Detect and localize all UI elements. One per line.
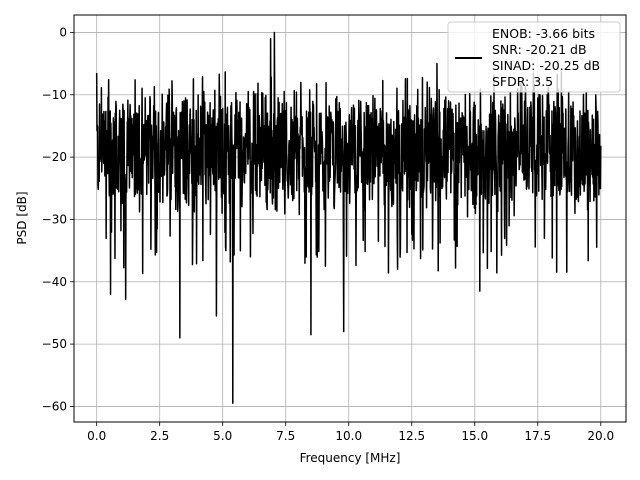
legend: ENOB: -3.66 bits SNR: -20.21 dB SINAD: -… <box>447 21 621 93</box>
legend-enob: ENOB: -3.66 bits <box>492 26 595 41</box>
legend-sinad: SINAD: -20.25 dB <box>492 58 600 73</box>
x-tick-label: 12.5 <box>398 429 425 443</box>
x-axis-ticks: 0.0 2.5 5.0 7.5 10.0 12.5 15.0 17.5 20.0 <box>87 422 614 443</box>
y-tick-label: 0 <box>59 25 67 39</box>
psd-series-line <box>95 31 602 405</box>
legend-snr: SNR: -20.21 dB <box>492 42 587 57</box>
y-tick-label: −60 <box>42 399 67 413</box>
x-tick-label: 17.5 <box>524 429 551 443</box>
y-tick-label: −10 <box>42 88 67 102</box>
legend-box <box>447 21 621 93</box>
y-tick-label: −40 <box>42 275 67 289</box>
x-tick-label: 15.0 <box>461 429 488 443</box>
plot-frame <box>73 14 627 423</box>
x-tick-label: 7.5 <box>276 429 295 443</box>
x-tick-label: 0.0 <box>87 429 106 443</box>
legend-sfdr: SFDR: 3.5 <box>492 74 553 89</box>
y-tick-label: −30 <box>42 212 67 226</box>
x-tick-label: 20.0 <box>587 429 614 443</box>
x-tick-label: 10.0 <box>335 429 362 443</box>
y-tick-label: −20 <box>42 150 67 164</box>
x-tick-label: 2.5 <box>150 429 169 443</box>
y-axis-ticks: 0 −10 −20 −30 −40 −50 −60 <box>42 25 74 413</box>
x-tick-label: 5.0 <box>213 429 232 443</box>
x-axis-label: Frequency [MHz] <box>300 451 401 465</box>
y-tick-label: −50 <box>42 337 67 351</box>
y-axis-label: PSD [dB] <box>15 191 29 244</box>
